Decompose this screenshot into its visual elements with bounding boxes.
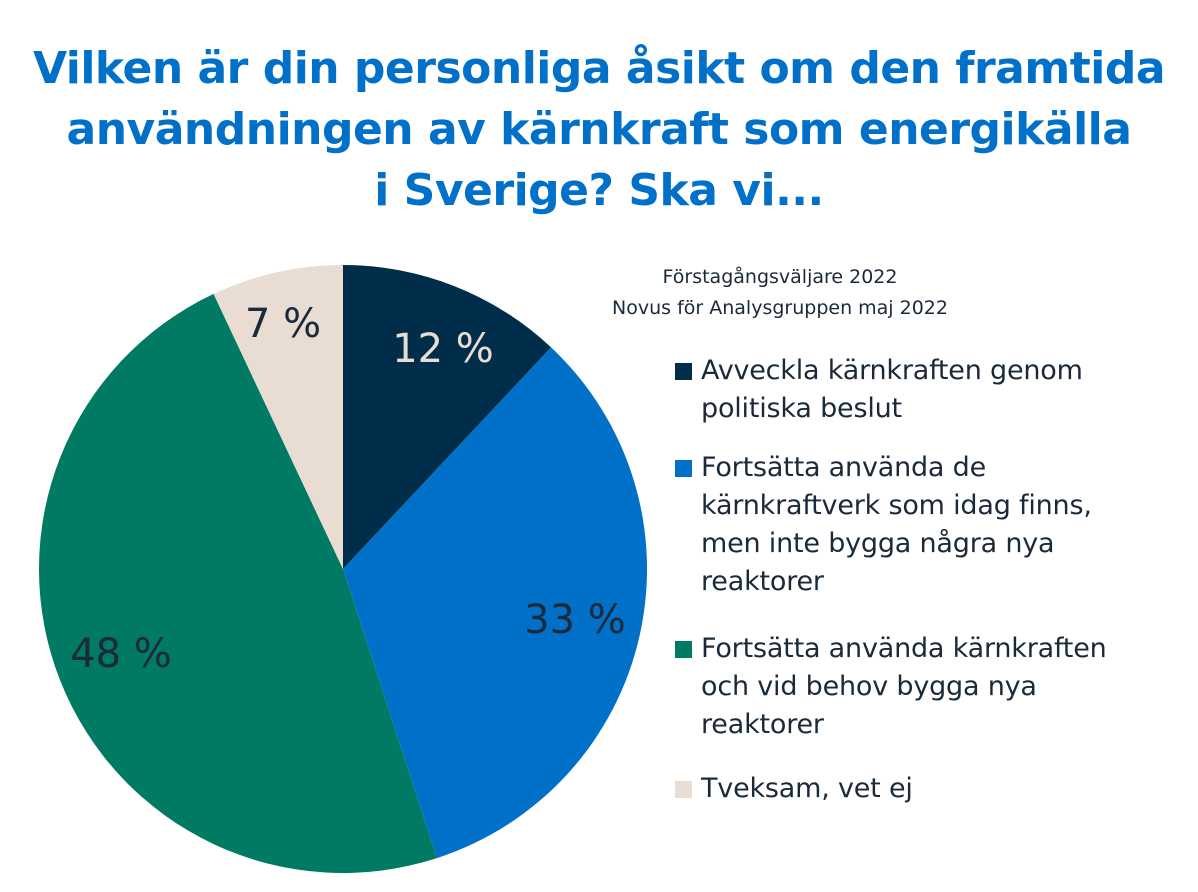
legend-label-avveckla: Avveckla kärnkraften genom politiska bes…	[701, 352, 1195, 428]
legend-label-line: reaktorer	[701, 566, 824, 597]
slice-label-fortsatta-ej-bygga: 33 %	[524, 597, 626, 643]
chart-subtitle: Förstagångsväljare 2022 Novus för Analys…	[540, 262, 1020, 324]
pie-slice-fortsatta-ej-bygga	[343, 347, 647, 859]
slice-label-avveckla: 12 %	[392, 326, 494, 372]
legend-label-line: politiska beslut	[701, 393, 902, 424]
legend-label-line: och vid behov bygga nya	[701, 671, 1037, 702]
slice-label-tveksam: 7 %	[245, 301, 321, 347]
subtitle-line-1: Förstagångsväljare 2022	[662, 266, 898, 288]
legend-label-line: kärnkraftverk som idag finns,	[701, 490, 1092, 521]
slice-label-fortsatta-bygga: 48 %	[70, 631, 172, 677]
legend-swatch-fortsatta-bygga	[675, 641, 692, 658]
chart-title-line-1: Vilken är din personliga åsikt om den fr…	[32, 43, 1166, 94]
legend-swatch-avveckla	[675, 363, 692, 380]
chart-title-line-3: i Sverige? Ska vi...	[374, 165, 824, 216]
chart-title: Vilken är din personliga åsikt om den fr…	[0, 38, 1198, 221]
legend-label-line: reaktorer	[701, 709, 824, 740]
legend-label-line: Fortsätta använda kärnkraften	[701, 633, 1107, 664]
legend-label-tveksam: Tveksam, vet ej	[701, 770, 1195, 808]
legend-label-line: Tveksam, vet ej	[701, 773, 913, 804]
legend-label-line: Avveckla kärnkraften genom	[701, 355, 1083, 386]
chart-title-line-2: användningen av kärnkraft som energikäll…	[66, 104, 1132, 155]
legend-swatch-tveksam	[675, 781, 692, 798]
pie-slice-tveksam	[213, 265, 343, 569]
pie-slice-avveckla	[343, 265, 552, 569]
legend-label-fortsatta-ej-bygga: Fortsätta använda de kärnkraftverk som i…	[701, 449, 1195, 601]
legend-label-line: Fortsätta använda de	[701, 452, 986, 483]
pie-slice-fortsatta-bygga	[38, 293, 437, 874]
subtitle-line-2: Novus för Analysgruppen maj 2022	[612, 297, 948, 319]
legend-label-fortsatta-bygga: Fortsätta använda kärnkraften och vid be…	[701, 630, 1195, 744]
legend-label-line: men inte bygga några nya	[701, 528, 1055, 559]
legend-swatch-fortsatta-ej-bygga	[675, 460, 692, 477]
